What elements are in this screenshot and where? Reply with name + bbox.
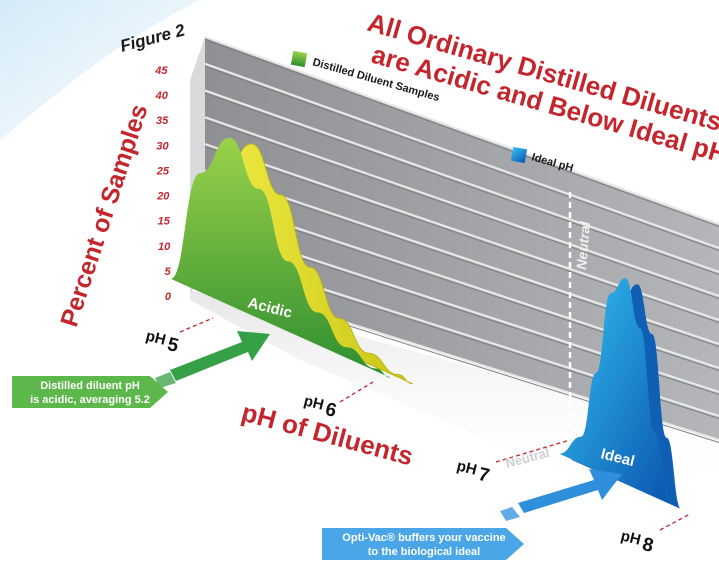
blue-callout-box [322, 528, 524, 560]
gridline-shadow [204, 65, 719, 251]
y-tick-label: 30 [156, 140, 169, 152]
blue-arrow [518, 469, 622, 513]
x-tick-mark-ph5 [179, 317, 214, 333]
gridline [204, 62, 719, 250]
y-tick-label: 10 [158, 241, 171, 253]
green-arrow [170, 331, 270, 381]
svg-text:pH8: pH8 [618, 527, 656, 556]
legend-swatch-ideal [510, 146, 528, 164]
gridline [204, 89, 719, 274]
neutral-label-vertical: Neutral [573, 220, 593, 271]
y-tick-label: 40 [155, 90, 169, 102]
optivac-callout-line1: Opti-Vac® buffers your vaccine [342, 532, 505, 544]
y-tick-label: 25 [156, 165, 170, 177]
y-tick-label: 15 [158, 216, 171, 228]
y-axis-title: Percent of Samples [55, 101, 153, 330]
y-tick-label: 35 [156, 115, 169, 127]
x-tick-mark-ph7 [495, 439, 571, 463]
optivac-callout-line2: to the biological ideal [368, 546, 480, 558]
y-tick-label: 0 [165, 291, 172, 303]
x-tick-label-ph5: pH5 [143, 327, 181, 357]
x-tick-mark-ph8 [659, 513, 691, 531]
gridline-shadow [204, 39, 719, 227]
gridline-shadow [204, 92, 719, 275]
distilled-callout-line2: is acidic, averaging 5.2 [30, 394, 150, 406]
x-tick-label-ph8: pH8 [618, 527, 656, 556]
distilled-callout-line1: Distilled diluent pH [40, 380, 140, 392]
background-swirl [0, 0, 200, 140]
y-tick-label: 5 [164, 266, 171, 278]
series-ideal-area [559, 278, 670, 504]
y-tick-label: 20 [156, 191, 170, 203]
optivac-callout: Opti-Vac® buffers your vaccine to the bi… [322, 469, 622, 560]
svg-text:pH6: pH6 [301, 392, 339, 421]
gridline [204, 116, 719, 298]
green-callout-box [12, 376, 168, 408]
x-tick-label-ph6: pH6 [301, 392, 339, 421]
distilled-callout: Distilled diluent pH is acidic, averagin… [12, 331, 270, 408]
svg-text:pH5: pH5 [143, 327, 181, 357]
gridline-shadow [204, 119, 719, 299]
x-tick-label-ph7: pH7 [454, 457, 492, 486]
chart-back-wall [205, 37, 719, 440]
y-axis-ticks: 0 5 10 15 20 25 30 35 40 45 [154, 65, 172, 303]
svg-text:pH7: pH7 [454, 457, 492, 486]
y-tick-label: 45 [154, 65, 168, 77]
series-distilled-area [170, 137, 391, 378]
gridline [204, 35, 719, 226]
legend-swatch-distilled [290, 50, 308, 68]
